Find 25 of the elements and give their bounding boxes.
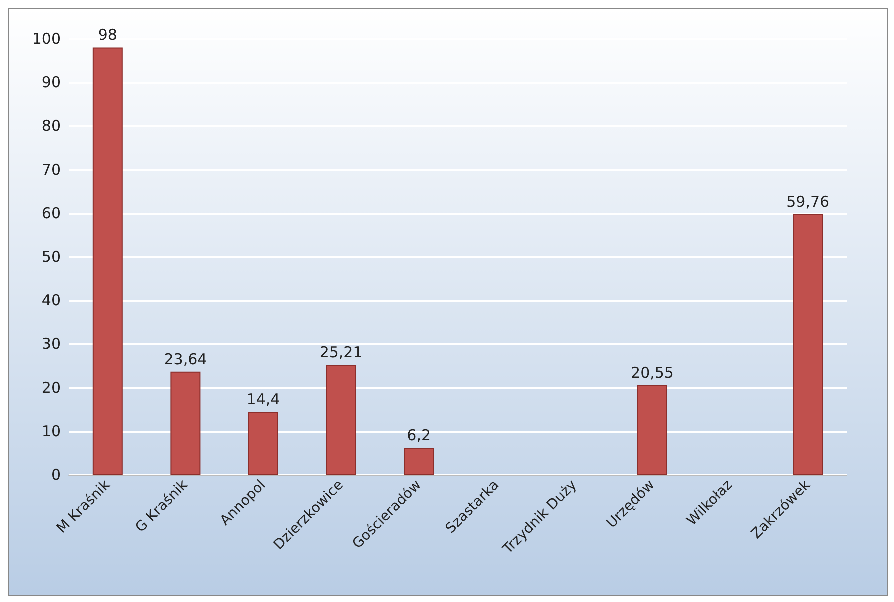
bar bbox=[326, 365, 356, 475]
data-label: 20,55 bbox=[631, 364, 674, 382]
y-tick-label: 90 bbox=[42, 74, 61, 92]
bar bbox=[170, 372, 201, 475]
y-tick-label: 30 bbox=[42, 335, 61, 354]
y-tick-label: 0 bbox=[51, 466, 61, 484]
data-label: 23,64 bbox=[164, 350, 208, 368]
data-label: 59,76 bbox=[786, 192, 830, 211]
y-tick-label: 60 bbox=[42, 204, 61, 222]
data-label: 98 bbox=[98, 26, 118, 44]
y-tick-label: 100 bbox=[32, 30, 61, 48]
data-label: 6,2 bbox=[407, 426, 432, 444]
y-tick-label: 40 bbox=[42, 292, 61, 310]
bar bbox=[248, 412, 278, 475]
y-tick-label: 80 bbox=[42, 117, 61, 136]
data-label: 25,21 bbox=[320, 344, 363, 362]
y-tick-label: 70 bbox=[42, 160, 61, 179]
data-label: 14,4 bbox=[246, 390, 280, 409]
bar bbox=[638, 385, 668, 475]
bar bbox=[793, 214, 824, 475]
bar bbox=[404, 448, 434, 475]
y-tick-label: 20 bbox=[42, 378, 61, 397]
y-tick-label: 50 bbox=[42, 248, 61, 266]
bar bbox=[92, 48, 123, 475]
y-tick-label: 10 bbox=[42, 422, 61, 440]
